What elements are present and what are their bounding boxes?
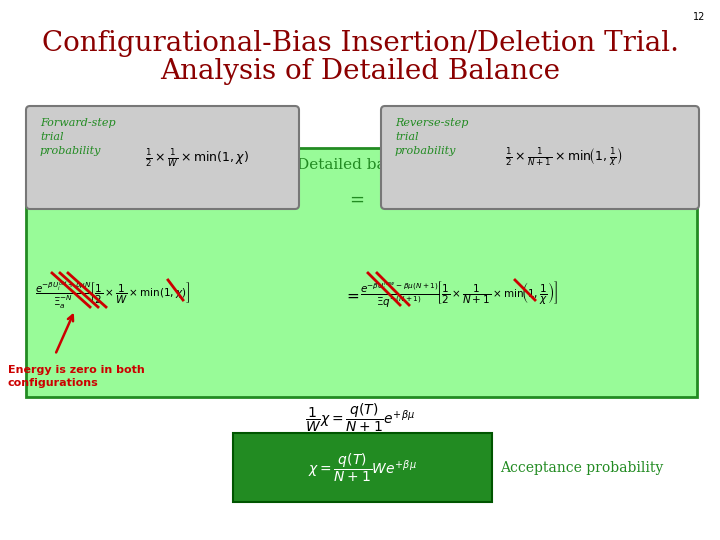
Text: $\dfrac{e^{-\beta U_i^{old}+\beta\mu N}}{\Xi_a^{-N}}\!\left[\dfrac{1}{2}\times\d: $\dfrac{e^{-\beta U_i^{old}+\beta\mu N}}… bbox=[35, 279, 190, 310]
Text: $\frac{1}{2}\times\frac{1}{W}\times\min(1,\chi)$: $\frac{1}{2}\times\frac{1}{W}\times\min(… bbox=[145, 147, 249, 169]
Text: $\pi_{ij}$: $\pi_{ij}$ bbox=[245, 190, 265, 210]
FancyBboxPatch shape bbox=[26, 148, 697, 397]
Text: $\pi_{ji}$: $\pi_{ji}$ bbox=[590, 190, 610, 210]
Text: $=$: $=$ bbox=[346, 190, 364, 208]
FancyBboxPatch shape bbox=[233, 433, 492, 502]
Text: Acceptance probability: Acceptance probability bbox=[500, 461, 663, 475]
Text: $\pi_i$: $\pi_i$ bbox=[112, 190, 128, 208]
FancyBboxPatch shape bbox=[26, 106, 299, 209]
Text: $\dfrac{1}{W}\chi = \dfrac{q(T)}{N+1}e^{+\beta\mu}$: $\dfrac{1}{W}\chi = \dfrac{q(T)}{N+1}e^{… bbox=[305, 402, 415, 434]
Text: Detailed balance: Detailed balance bbox=[297, 158, 427, 172]
Text: 12: 12 bbox=[693, 12, 705, 22]
Text: $\pi_j$: $\pi_j$ bbox=[456, 190, 473, 210]
Text: Energy is zero in both
configurations: Energy is zero in both configurations bbox=[8, 365, 145, 388]
Text: Forward-step
trial
probability: Forward-step trial probability bbox=[40, 118, 116, 156]
Text: $=$: $=$ bbox=[344, 287, 360, 302]
Text: Analysis of Detailed Balance: Analysis of Detailed Balance bbox=[160, 58, 560, 85]
Text: Configurational-Bias Insertion/Deletion Trial.: Configurational-Bias Insertion/Deletion … bbox=[42, 30, 678, 57]
Text: Reverse-step
trial
probability: Reverse-step trial probability bbox=[395, 118, 469, 156]
Text: $\chi = \dfrac{q(T)}{N+1}We^{+\beta\mu}$: $\chi = \dfrac{q(T)}{N+1}We^{+\beta\mu}$ bbox=[307, 452, 416, 484]
FancyBboxPatch shape bbox=[381, 106, 699, 209]
Text: $\dfrac{e^{-\beta U_i^{new}-\beta\mu(N+1)}}{\Xi q^{-(N+1)}}\!\left[\dfrac{1}{2}\: $\dfrac{e^{-\beta U_i^{new}-\beta\mu(N+1… bbox=[360, 280, 558, 310]
Text: $\frac{1}{2}\times\frac{1}{N+1}\times\min\!\left(1,\frac{1}{\chi}\right)$: $\frac{1}{2}\times\frac{1}{N+1}\times\mi… bbox=[505, 147, 622, 169]
